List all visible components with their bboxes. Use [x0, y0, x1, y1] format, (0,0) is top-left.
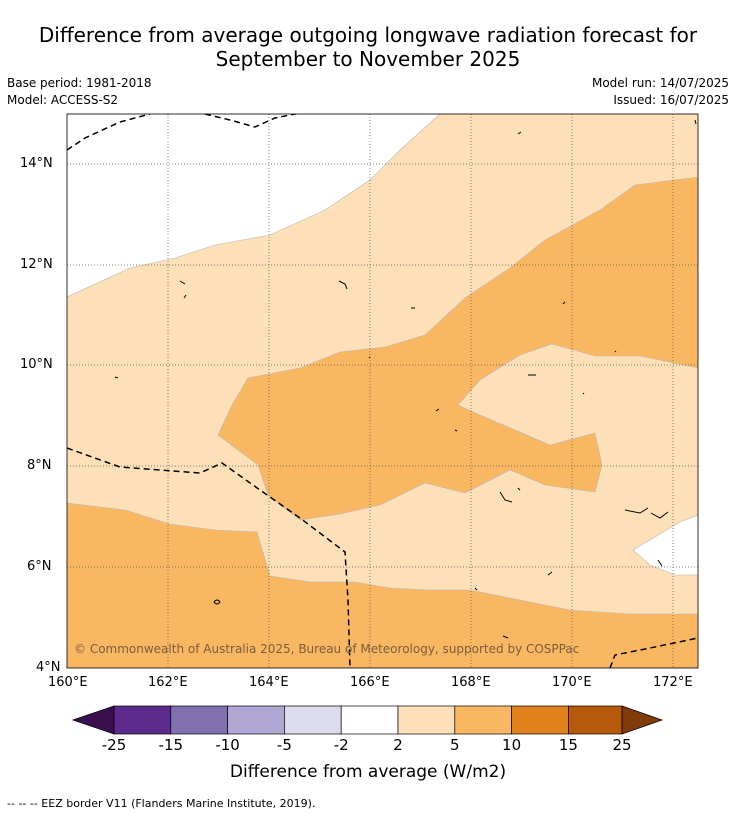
colorbar-label: 2	[393, 736, 403, 754]
lon-tick: 166°E	[350, 675, 390, 690]
model-run: Model run: 14/07/2025	[591, 76, 729, 90]
lat-tick: 4°N	[36, 660, 61, 675]
islands	[114, 119, 697, 639]
issued-date: Issued: 16/07/2025	[613, 93, 729, 107]
map-gridlines	[67, 114, 698, 668]
lat-tick: 8°N	[27, 458, 52, 473]
colorbar-label: 5	[450, 736, 460, 754]
lat-tick: 14°N	[20, 156, 53, 171]
eez-legend: -- -- -- EEZ border V11 (Flanders Marine…	[7, 797, 316, 810]
map-title-line2: September to November 2025	[215, 47, 521, 71]
contour-neutral-north	[67, 114, 441, 298]
map-copyright: © Commonwealth of Australia 2025, Bureau…	[74, 642, 579, 656]
colorbar-label: -5	[276, 736, 292, 754]
lat-tick: 12°N	[20, 257, 53, 272]
map-frame	[66, 113, 699, 669]
colorbar-label: -10	[215, 736, 240, 754]
contour-neutral-east	[632, 514, 698, 576]
model-name: Model: ACCESS-S2	[7, 93, 119, 107]
lon-tick: 162°E	[148, 675, 188, 690]
colorbar-label: 10	[502, 736, 522, 754]
colorbar-title: Difference from average (W/m2)	[229, 762, 507, 782]
colorbar-label: -25	[101, 736, 127, 754]
colorbar-label: 15	[558, 736, 578, 754]
lon-tick: 160°E	[48, 675, 88, 690]
lat-tick: 10°N	[20, 357, 53, 372]
lon-tick: 172°E	[653, 675, 693, 690]
lat-tick: 6°N	[27, 559, 52, 574]
colorbar-label: -15	[158, 736, 184, 754]
contour-5-10-central	[217, 176, 698, 521]
lon-tick: 170°E	[552, 675, 592, 690]
colorbar-extend-low	[71, 705, 115, 735]
base-period: Base period: 1981-2018	[7, 76, 152, 90]
eez-borders	[67, 114, 698, 668]
map-title-line1: Difference from average outgoing longwav…	[38, 23, 698, 47]
contour-5-10-south	[67, 502, 698, 668]
colorbar-label: -2	[333, 736, 349, 754]
lon-tick: 168°E	[451, 675, 491, 690]
map-area: © Commonwealth of Australia 2025, Bureau…	[67, 114, 698, 668]
lon-tick: 164°E	[249, 675, 289, 690]
colorbar-label: 25	[612, 736, 632, 754]
colorbar	[71, 705, 664, 735]
colorbar-extend-high	[621, 705, 664, 735]
